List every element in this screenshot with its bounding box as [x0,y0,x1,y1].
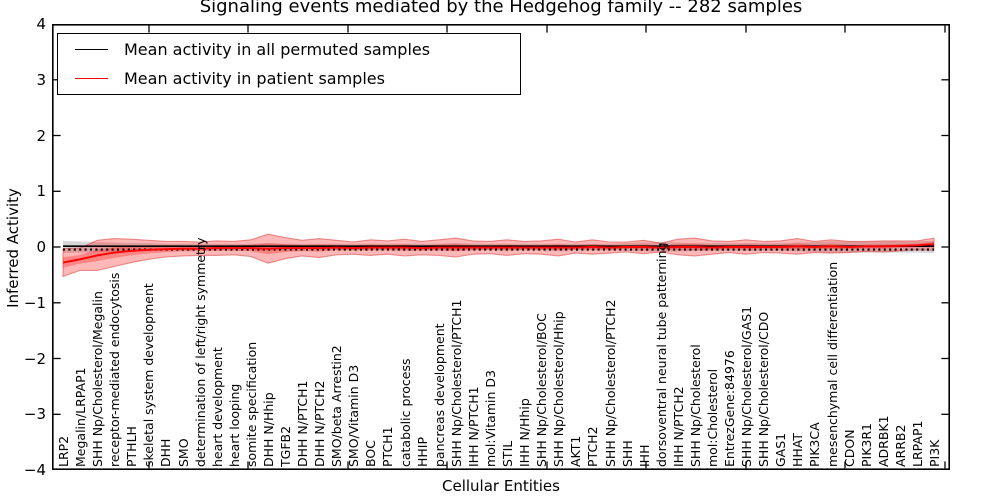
x-entity-label: receptor-mediated endocytosis [107,272,123,467]
x-entity-label: SHH Np/Cholesterol/Hhip [551,311,567,467]
x-entity-label: EntrezGene:84976 [722,350,738,467]
x-entity-label: heart looping [226,383,242,467]
y-tick-label: 3 [36,70,46,89]
x-entity-label: LRP2 [56,435,71,467]
x-entity-label: dorsoventral neural tube patterning [653,242,669,468]
x-entity-label: IHH N/Hhip [517,398,533,467]
x-entity-label: SMO/Vitamin D3 [346,364,362,467]
x-entity-label: pancreas development [431,323,447,467]
x-entity-label: IHH [636,444,652,468]
x-entity-label: SHH Np/Cholesterol/CDO [756,311,772,467]
x-entity-label: HHIP [414,436,430,467]
x-entity-label: determination of left/right symmetry [192,237,208,468]
y-tick-label: −3 [23,405,46,424]
x-entity-label: SHH [619,440,635,467]
x-entity-label: PTHLH [124,426,140,467]
x-entity-label: ADRBK1 [875,415,891,467]
x-entity-label: IHH N/PTCH1 [465,386,481,467]
x-entity-label: PTCH1 [380,426,396,467]
x-entity-label: PIK3R1 [858,422,874,467]
y-tick-label: 2 [36,126,46,145]
y-tick-label: 1 [36,182,46,201]
x-entity-label: mesenchymal cell differentiation [824,261,840,467]
x-entity-label: PIK3CA [807,422,823,467]
x-entity-label: BOC [363,440,379,467]
plot-spines [52,24,950,470]
x-entity-label: STIL [500,440,516,467]
legend-line-swatch-permuted-icon [75,49,108,51]
x-entity-label: SHH Np/Cholesterol/PTCH2 [602,299,618,468]
y-tick-label: 4 [36,15,46,33]
x-axis-label: Cellular Entities [442,477,560,495]
x-entity-label: DHH [158,438,174,467]
y-tick-label: −4 [23,461,46,479]
x-entity-label: SHH Np/Cholesterol/Megalin [90,291,106,467]
x-entity-label: SMO/beta Arrestin2 [329,345,345,467]
x-entity-label: CDON [841,429,857,467]
x-entity-label: TGFB2 [278,425,294,467]
x-entity-label: DHH N/PTCH1 [295,380,311,467]
x-entity-label: somite specification [243,341,259,467]
x-entity-label: SHH Np/Cholesterol [687,344,703,467]
x-entity-label: Megalin/LRPAP1 [73,367,89,467]
x-entity-label: catabolic process [397,358,413,467]
x-entity-label: SHH Np/Cholesterol/PTCH1 [448,299,464,468]
plot-svg [52,24,950,470]
plot-area: LRP2 Megalin/LRPAP1 SHH Np/Cholesterol/Meg… [52,24,950,470]
x-entity-label: mol:Cholesterol [704,368,720,467]
legend-label-patient: Mean activity in patient samples [124,68,385,88]
legend-label-permuted: Mean activity in all permuted samples [124,40,431,60]
y-tick-label: −2 [23,349,46,368]
x-entity-label: ARRB2 [892,424,908,467]
x-entity-label: GAS1 [773,432,789,467]
x-entity-label: LRPAP1 [909,420,925,467]
x-entity-label: HHAT [790,432,806,467]
x-entity-label: PTCH2 [585,426,601,467]
legend: Mean activity in all permuted samples Me… [57,33,521,95]
y-tick-label: 0 [36,238,46,256]
x-entity-label: IHH N/PTCH2 [670,386,686,467]
y-tick-label: −1 [23,293,46,312]
legend-item-permuted: Mean activity in all permuted samples [58,37,520,63]
x-entity-label: DHH N/PTCH2 [312,380,328,467]
x-entity-label: PI3K [927,439,942,467]
legend-line-swatch-patient-icon [75,77,108,79]
chart-title: Signaling events mediated by the Hedgeho… [199,0,803,17]
patient-mean-line [62,243,935,264]
x-entity-label: SMO [175,438,191,467]
x-entity-label: DHH N/Hhip [260,392,276,467]
x-entity-label: skeletal system development [141,283,157,467]
x-entity-label: heart development [209,347,225,467]
x-entity-label: mol:Vitamin D3 [482,370,498,467]
x-entity-label: SHH Np/Cholesterol/GAS1 [739,305,755,467]
x-entity-label: AKT1 [568,435,584,467]
legend-item-patient: Mean activity in patient samples [58,65,520,91]
x-entity-label: SHH Np/Cholesterol/BOC [534,313,550,467]
